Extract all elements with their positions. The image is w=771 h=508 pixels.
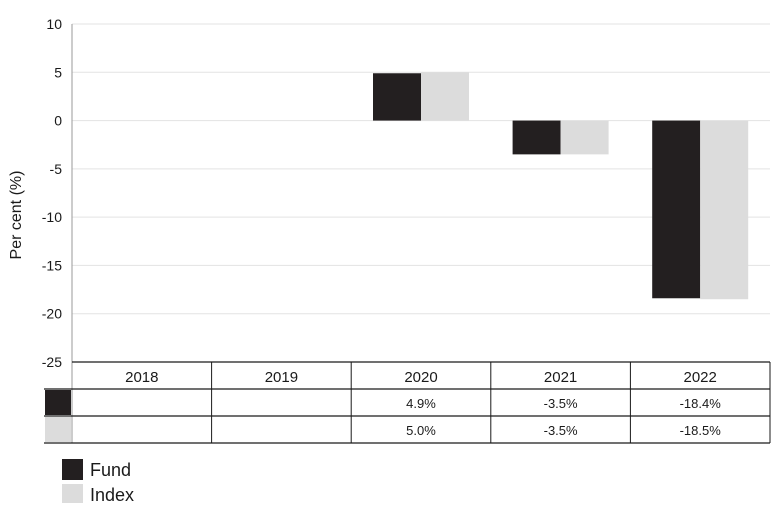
bar-fund — [512, 120, 561, 155]
bar-fund — [373, 73, 421, 121]
data-label: -3.5% — [544, 423, 578, 438]
bar-index — [560, 120, 609, 155]
data-label: -3.5% — [544, 396, 578, 411]
x-category-label: 2019 — [265, 369, 298, 386]
legend-label: Index — [90, 485, 134, 503]
bar-index — [421, 72, 469, 121]
legend-label: Fund — [90, 460, 131, 480]
bar-fund — [652, 120, 701, 299]
x-category-label: 2022 — [684, 369, 717, 386]
y-tick-label: -25 — [42, 354, 62, 370]
data-label: -18.4% — [680, 396, 722, 411]
x-category-label: 2020 — [404, 369, 437, 386]
data-label: 5.0% — [406, 423, 436, 438]
x-category-label: 2018 — [125, 369, 158, 386]
y-tick-label: -5 — [50, 161, 63, 177]
y-tick-label: 10 — [46, 16, 62, 32]
table-swatch-index — [45, 417, 71, 442]
data-label: 4.9% — [406, 396, 436, 411]
y-tick-label: -10 — [42, 209, 62, 225]
y-tick-label: 5 — [54, 64, 62, 80]
y-axis-label: Per cent (%) — [8, 171, 25, 260]
table-swatch-fund — [45, 390, 71, 415]
legend-swatch-fund — [62, 459, 83, 480]
bar-index — [700, 120, 749, 300]
legend-swatch-index — [62, 484, 83, 505]
y-tick-label: -15 — [42, 257, 62, 273]
x-category-label: 2021 — [544, 369, 577, 386]
data-label: -18.5% — [680, 423, 722, 438]
y-tick-label: -20 — [42, 306, 62, 322]
y-tick-label: 0 — [54, 113, 62, 129]
